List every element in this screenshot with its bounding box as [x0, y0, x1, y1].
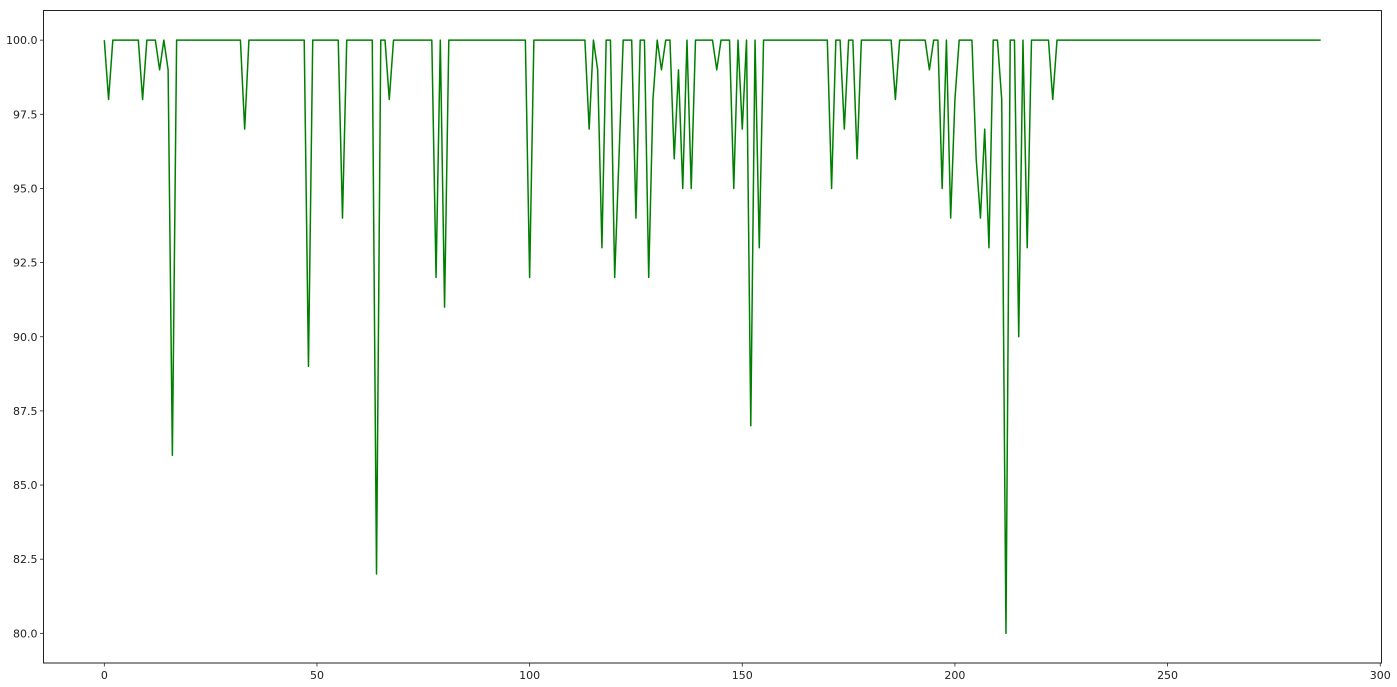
x-tick-label: 150: [732, 669, 753, 682]
y-tick-label: 87.5: [13, 405, 38, 418]
x-tick-label: 200: [944, 669, 965, 682]
y-tick-label: 90.0: [13, 331, 38, 344]
y-tick-label: 85.0: [13, 479, 38, 492]
y-tick-label: 92.5: [13, 257, 38, 270]
plot-frame: [43, 10, 1382, 664]
x-tick-label: 100: [519, 669, 540, 682]
plot-background: [43, 10, 1382, 663]
y-tick-label: 82.5: [13, 553, 38, 566]
y-tick-label: 97.5: [13, 108, 38, 121]
x-tick-label: 0: [101, 669, 108, 682]
y-tick-label: 80.0: [13, 627, 38, 640]
y-tick-label: 95.0: [13, 182, 38, 195]
x-axis: 0 50 100 150 200 250 300: [101, 663, 1391, 682]
x-tick-label: 250: [1157, 669, 1178, 682]
series-layer: [103, 39, 1321, 635]
series-line-0: [103, 39, 1321, 635]
y-tick-label: 100.0: [6, 34, 38, 47]
x-tick-label: 50: [310, 669, 324, 682]
x-tick-label: 300: [1370, 669, 1391, 682]
y-axis: 80.0 82.5 85.0 87.5 90.0 92.5 95.0 97.5 100.0: [6, 34, 44, 640]
